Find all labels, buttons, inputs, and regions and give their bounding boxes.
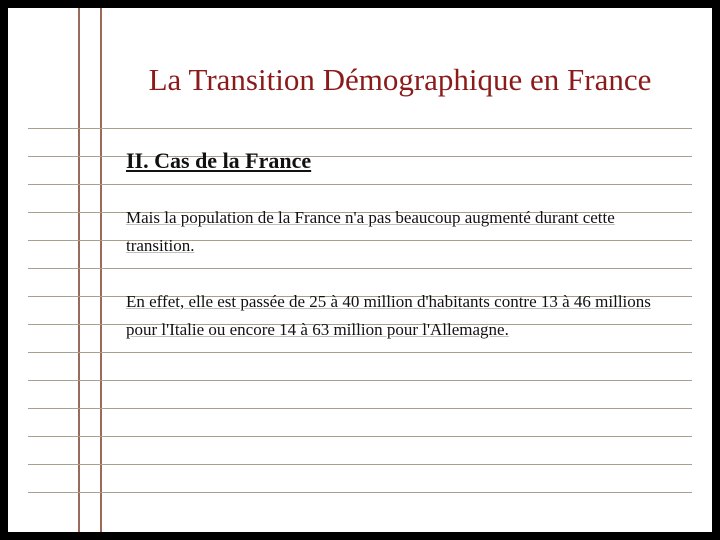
rule-line: [28, 436, 692, 437]
rule-line: [28, 352, 692, 353]
notepad-page: La Transition Démographique en France II…: [8, 8, 712, 532]
rule-line: [28, 464, 692, 465]
body-paragraph-2: En effet, elle est passée de 25 à 40 mil…: [126, 288, 672, 344]
rule-line: [28, 184, 692, 185]
rule-line: [28, 128, 692, 129]
rule-line: [28, 492, 692, 493]
rule-line: [28, 268, 692, 269]
page-title: La Transition Démographique en France: [108, 62, 692, 98]
rule-line: [28, 380, 692, 381]
section-heading: II. Cas de la France: [126, 148, 311, 174]
rule-line: [28, 408, 692, 409]
body-paragraph-1: Mais la population de la France n'a pas …: [126, 204, 672, 260]
